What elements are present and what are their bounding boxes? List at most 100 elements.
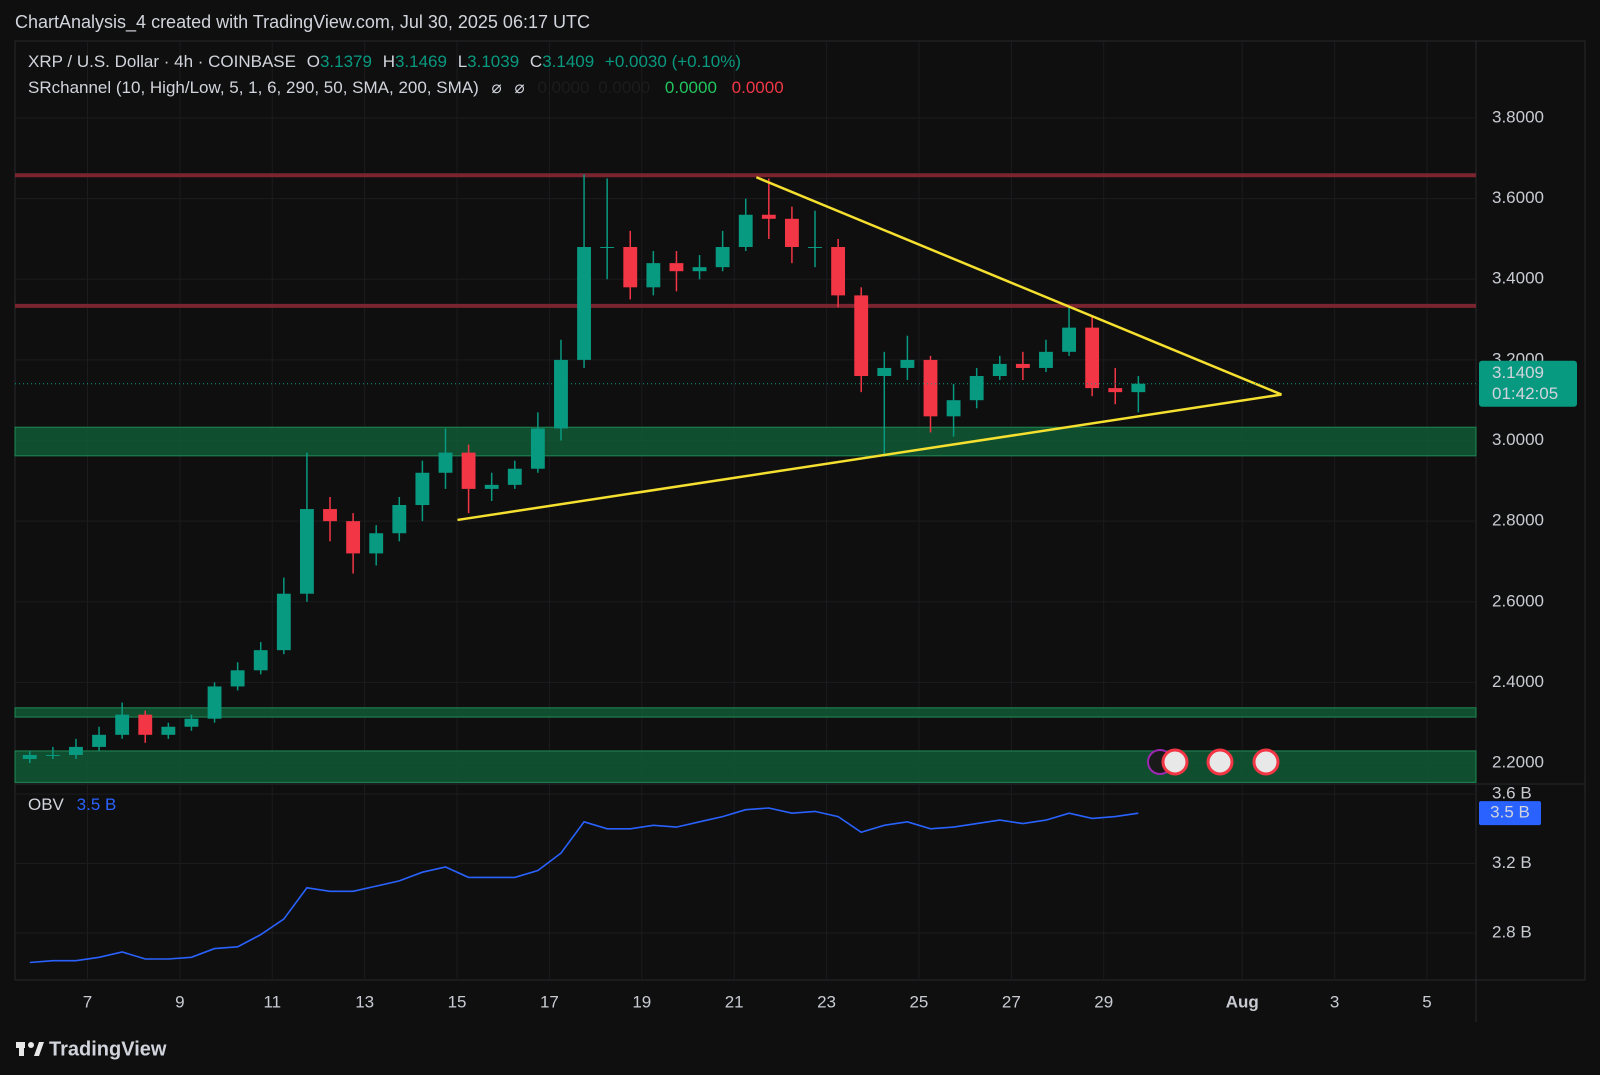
- candle-body: [22, 754, 37, 760]
- indicator-symbol: ⌀: [514, 78, 524, 97]
- obv-tick-label: 3.2 B: [1492, 853, 1532, 872]
- candle-body: [646, 263, 661, 288]
- candle-body: [946, 400, 961, 417]
- candle-body: [230, 670, 245, 687]
- obv-value: 3.5 B: [77, 795, 117, 814]
- brand: TradingView: [49, 1038, 167, 1060]
- candle-body: [692, 267, 707, 272]
- chart-frame: [14, 40, 1586, 981]
- y-tick-label: 2.6000: [1492, 591, 1544, 610]
- x-tick-label: 7: [83, 992, 92, 1011]
- event-icons: [1147, 748, 1280, 776]
- brand-logo: [16, 1042, 44, 1056]
- event-icon: [1161, 748, 1189, 776]
- candle-body: [69, 746, 83, 755]
- support-zone: [14, 707, 1477, 718]
- x-tick-label: 13: [355, 992, 374, 1011]
- candle-body: [715, 247, 730, 268]
- candle-body: [138, 714, 153, 735]
- support-zone: [14, 426, 1477, 457]
- credit: ChartAnalysis_4 created with TradingView…: [15, 12, 590, 33]
- x-tick-label: 5: [1422, 992, 1431, 1011]
- x-tick-label: 3: [1330, 992, 1339, 1011]
- y-tick-label: 2.4000: [1492, 672, 1544, 691]
- candle-body: [207, 686, 222, 719]
- obv-tick-label: 2.8 B: [1492, 922, 1532, 941]
- last-price-box: [1479, 360, 1577, 407]
- y-tick-label: 3.4000: [1492, 269, 1544, 288]
- candle-body: [1062, 327, 1076, 352]
- candle-body: [1108, 388, 1123, 393]
- candle-body: [161, 726, 176, 735]
- candle-body: [461, 452, 476, 489]
- indicator-value: 0.0000: [665, 78, 717, 97]
- candle-body: [923, 359, 938, 417]
- levels: [14, 173, 1477, 783]
- indicator-value: 0.0000: [732, 78, 784, 97]
- obv-value-label: 3.5 B: [1490, 803, 1530, 822]
- candle-body: [761, 214, 776, 219]
- candle-body: [831, 247, 846, 296]
- event-icon: [1252, 748, 1280, 776]
- x-tick-label: 9: [175, 992, 184, 1011]
- candle-body: [438, 452, 453, 473]
- candle-body: [784, 218, 799, 248]
- candle-body: [392, 505, 407, 534]
- candle-body: [276, 593, 291, 651]
- trendline: [755, 176, 1283, 396]
- ohlc-label: H: [383, 52, 395, 71]
- candle-body: [507, 468, 522, 485]
- ohlc-value: 3.1409: [542, 52, 594, 71]
- candle-body: [115, 714, 130, 735]
- legend-line: XRP / U.S. Dollar · 4h · COINBASE O3.137…: [28, 52, 741, 71]
- indicator-value: 0.0000: [598, 78, 650, 97]
- candle-body: [808, 247, 822, 249]
- candle-body: [669, 263, 684, 272]
- x-tick-label: 19: [632, 992, 651, 1011]
- candle-body: [738, 214, 753, 248]
- x-tick-label: Aug: [1226, 992, 1259, 1011]
- indicator-name: SRchannel (10, High/Low, 5, 1, 6, 290, 5…: [28, 78, 479, 97]
- x-tick-label: 21: [725, 992, 744, 1011]
- candle-body: [45, 754, 60, 756]
- obv-tick-label: 3.6 B: [1492, 784, 1532, 803]
- indicator-value: 0.0000: [537, 78, 589, 97]
- candle-body: [346, 521, 361, 554]
- y-tick-label: 3.6000: [1492, 188, 1544, 207]
- logo-part: [28, 1042, 34, 1048]
- ohlc-label: C: [530, 52, 542, 71]
- x-tick-label: 15: [448, 992, 467, 1011]
- candle-body: [969, 376, 984, 401]
- x-tick-label: 25: [909, 992, 928, 1011]
- symbol: XRP / U.S. Dollar · 4h · COINBASE: [28, 52, 296, 71]
- candle-body: [877, 367, 892, 377]
- candle-body: [484, 484, 499, 489]
- candle-body: [299, 509, 314, 594]
- obv-value-box: [1479, 801, 1541, 826]
- y-tick-label: 2.8000: [1492, 511, 1544, 530]
- candle-body: [854, 295, 869, 377]
- candle-body: [184, 718, 199, 727]
- ohlc-value: 3.1039: [467, 52, 519, 71]
- logo-part: [34, 1042, 44, 1056]
- obv-line: [29, 807, 1139, 964]
- x-tick-label: 11: [263, 992, 281, 1011]
- logo-part: [19, 1042, 24, 1056]
- change: +0.0030 (+0.10%): [605, 52, 741, 71]
- candle-body: [92, 734, 106, 747]
- candle-body: [1039, 351, 1053, 368]
- candle-body: [992, 363, 1007, 377]
- y-tick-label: 3.8000: [1492, 107, 1544, 126]
- marks: [15, 174, 1476, 964]
- candle-body: [623, 247, 638, 288]
- y-tick-label: 3.0000: [1492, 430, 1544, 449]
- candle-body: [554, 359, 568, 429]
- x-tick-label: 29: [1094, 992, 1113, 1011]
- candle-body: [1015, 363, 1030, 368]
- candle-body: [369, 533, 384, 554]
- last-price-label: 3.1409: [1492, 363, 1544, 382]
- labels: 7 9 11 13 15 17 19 21 23 25 27 29 Aug 3 5 2.2000 2.4000 2…: [83, 107, 1577, 1011]
- candle-body: [253, 650, 268, 671]
